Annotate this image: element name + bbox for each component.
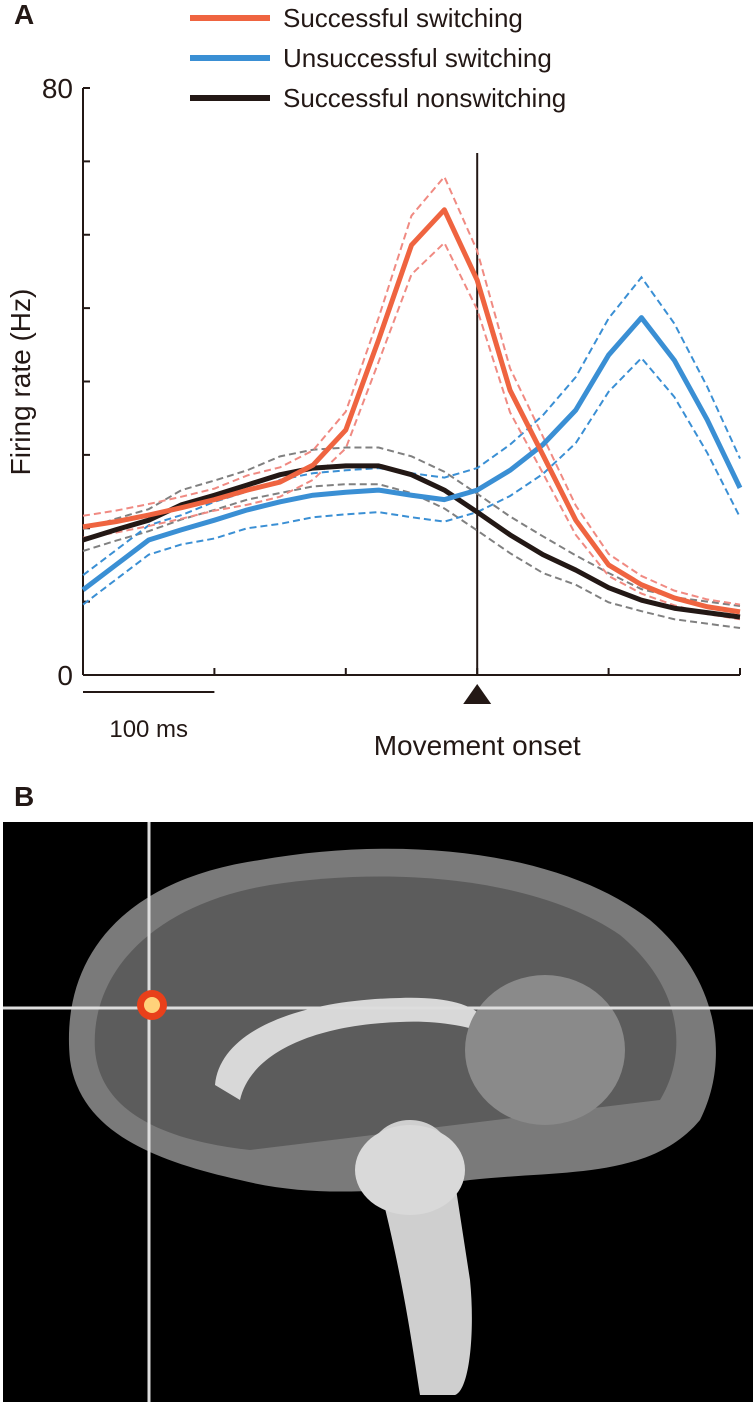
scale-bar-label: 100 ms: [109, 716, 188, 743]
error-bound: [82, 174, 741, 606]
error-bound: [82, 356, 741, 606]
onset-label: Movement onset: [374, 730, 581, 761]
y-tick-label: 0: [57, 660, 73, 691]
brain-image: [3, 822, 753, 1402]
series-line: [82, 463, 741, 620]
legend-label: Successful switching: [283, 3, 523, 33]
legend-label: Successful nonswitching: [283, 83, 566, 113]
panel-label: A: [14, 0, 34, 30]
error-bound: [82, 241, 741, 621]
series-line: [81, 315, 743, 592]
series-line: [82, 207, 741, 615]
plot: 0 80 100 ms Movement onset Successful switch…: [42, 3, 743, 761]
y-tick-label: 80: [42, 73, 73, 104]
legend-label: Unsuccessful switching: [283, 43, 552, 73]
error-bound: [82, 446, 741, 608]
onset-marker: [463, 684, 492, 704]
y-axis-label: Firing rate (Hz): [5, 289, 36, 476]
panel-label: B: [14, 781, 34, 812]
